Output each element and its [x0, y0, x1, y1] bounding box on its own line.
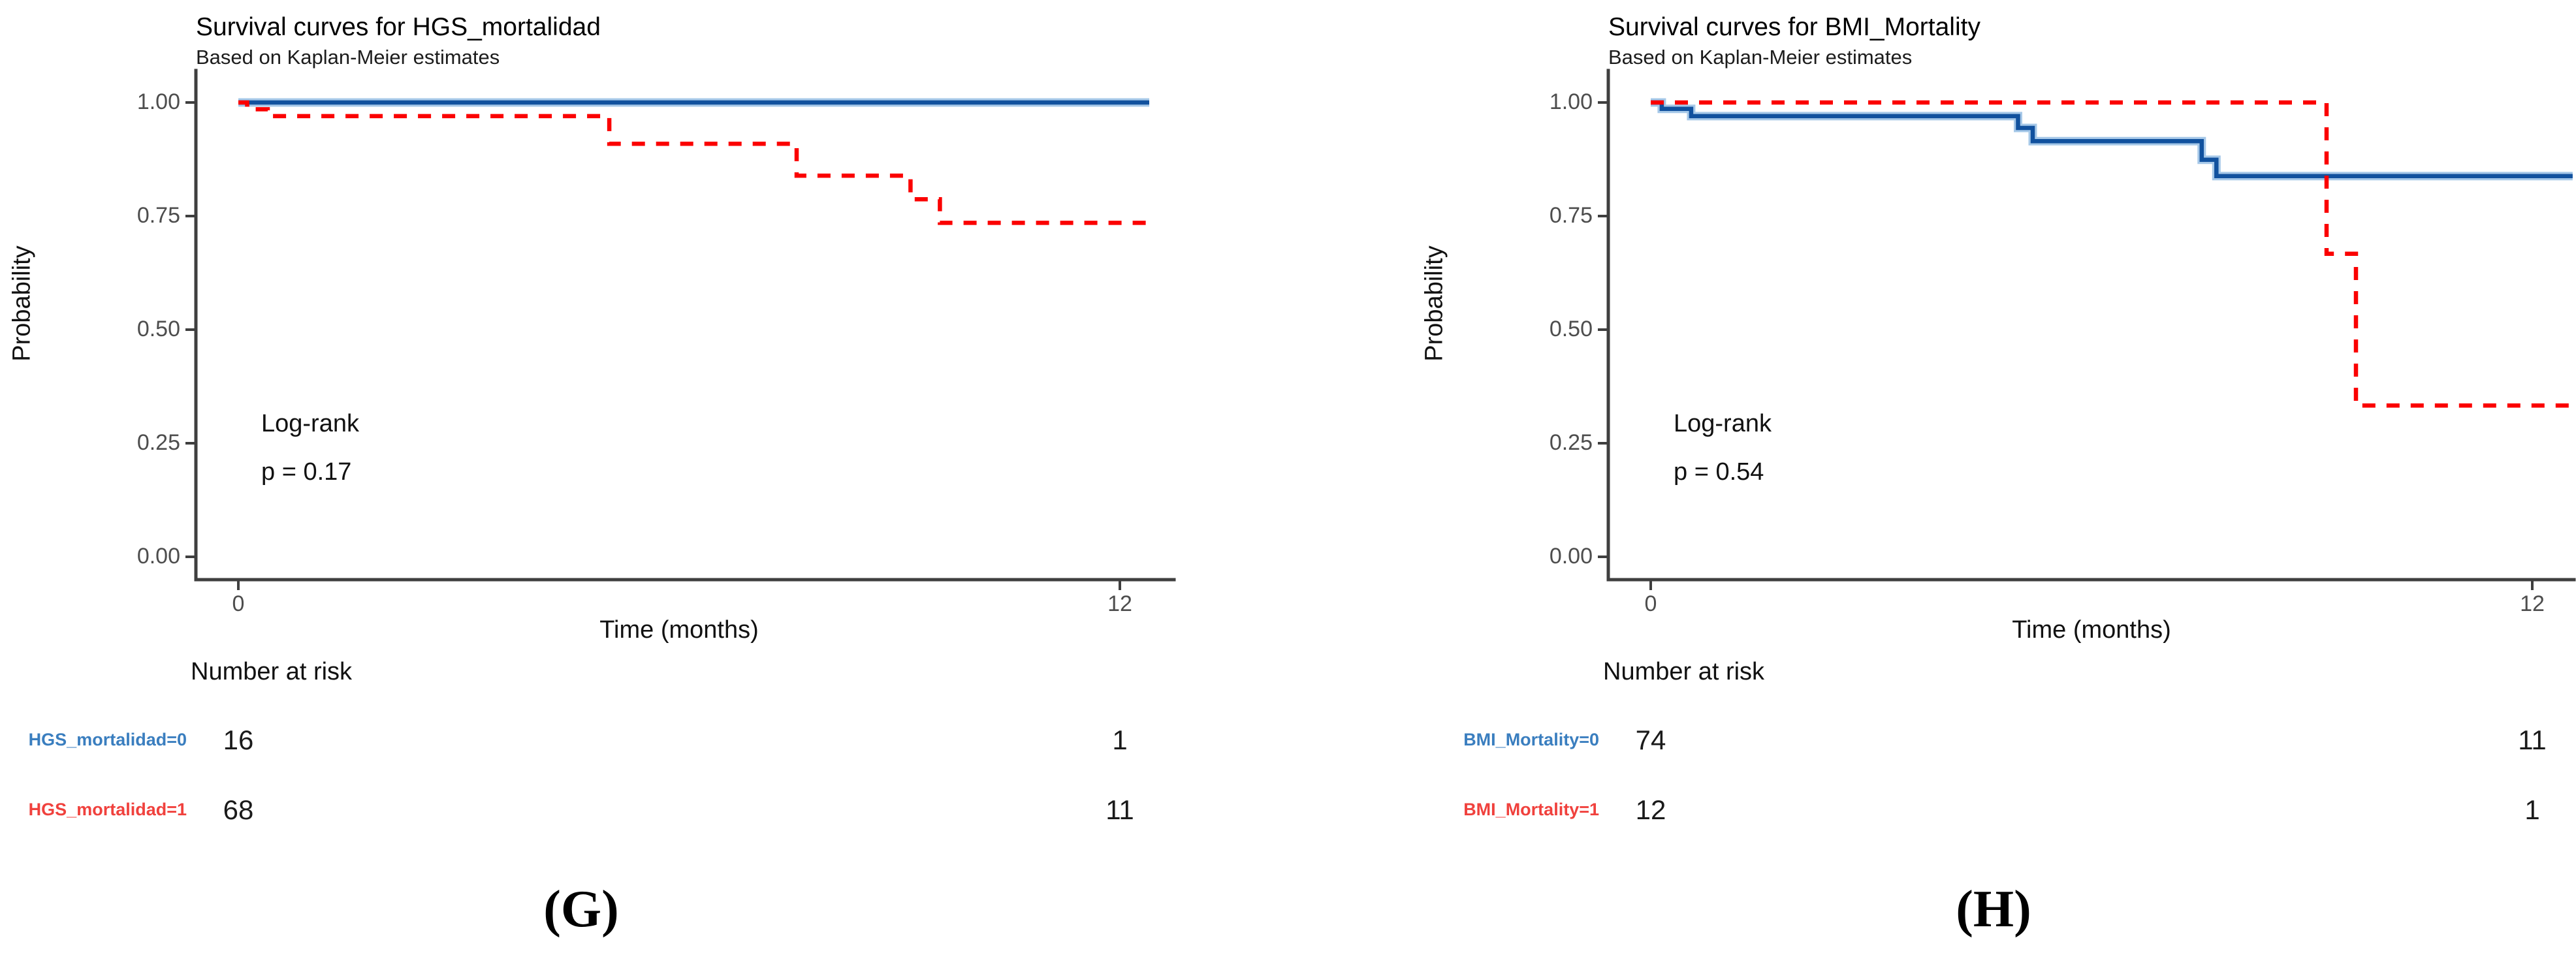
page-title: Survival curves for BMI_Mortality: [1608, 13, 1980, 41]
risk-count: 11: [2518, 725, 2547, 755]
y-axis-label: Probability: [1420, 245, 1448, 362]
x-tick-label: 12: [1107, 591, 1132, 616]
risk-count: 16: [223, 725, 254, 755]
risk-count: 11: [1105, 794, 1134, 825]
y-tick-label: 0.25: [1549, 430, 1593, 455]
risk-row-label-group1: HGS_mortalidad=1: [28, 800, 187, 819]
risk-table-header: Number at risk: [191, 658, 353, 685]
risk-count: 74: [1635, 725, 1666, 755]
risk-count: 68: [223, 794, 254, 825]
y-tick-label: 0.00: [136, 544, 180, 569]
p-value-label: p = 0.17: [261, 458, 352, 486]
logrank-label: Log-rank: [261, 410, 359, 437]
page-title: Survival curves for HGS_mortalidad: [196, 13, 601, 41]
y-tick-label: 1.00: [136, 89, 180, 114]
x-axis-label: Time (months): [2012, 616, 2171, 644]
risk-table-header: Number at risk: [1603, 658, 1765, 685]
logrank-label: Log-rank: [1674, 410, 1772, 437]
subfigure-caption-h: (H): [1956, 881, 2031, 938]
axis-line: [194, 69, 1176, 582]
p-value-label: p = 0.54: [1674, 458, 1764, 486]
axis-line: [1606, 69, 2576, 582]
y-tick-label: 0.50: [1549, 317, 1593, 341]
x-tick-label: 0: [1644, 591, 1657, 616]
chart-subtitle: Based on Kaplan-Meier estimates: [196, 46, 500, 69]
chart-subtitle: Based on Kaplan-Meier estimates: [1608, 46, 1913, 69]
survival-curve-BMI_Mortality=0: [1651, 100, 2573, 179]
risk-count: 12: [1635, 794, 1666, 825]
y-tick-label: 0.75: [136, 203, 180, 228]
y-tick-label: 0.00: [1549, 544, 1593, 569]
y-tick-label: 0.50: [136, 317, 180, 341]
risk-count: 1: [1112, 725, 1128, 755]
subfigure-caption-g: (G): [543, 881, 619, 938]
y-tick-label: 0.75: [1549, 203, 1593, 228]
risk-row-label-group1: BMI_Mortality=1: [1463, 800, 1599, 819]
x-axis-label: Time (months): [599, 616, 759, 644]
x-tick-label: 12: [2520, 591, 2545, 616]
y-tick-label: 0.25: [136, 430, 180, 455]
survival-curve-BMI_Mortality=1: [1651, 100, 2573, 408]
risk-row-label-group0: BMI_Mortality=0: [1463, 730, 1599, 749]
risk-count: 1: [2524, 794, 2540, 825]
risk-row-label-group0: HGS_mortalidad=0: [28, 730, 187, 749]
x-tick-label: 0: [232, 591, 245, 616]
y-tick-label: 1.00: [1549, 89, 1593, 114]
